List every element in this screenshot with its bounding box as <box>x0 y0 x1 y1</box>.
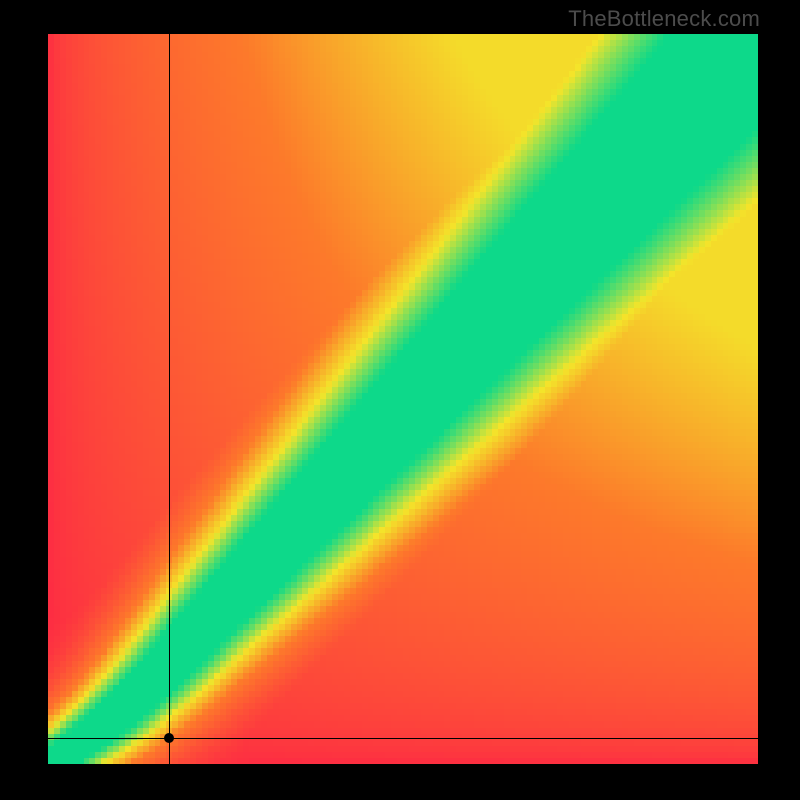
plot-area <box>48 34 758 764</box>
chart-container: { "watermark": "TheBottleneck.com", "cha… <box>0 0 800 800</box>
crosshair-horizontal <box>48 738 758 739</box>
crosshair-vertical <box>169 34 170 764</box>
heatmap-canvas <box>48 34 758 764</box>
marker-dot <box>164 733 174 743</box>
watermark-text: TheBottleneck.com <box>568 6 760 32</box>
